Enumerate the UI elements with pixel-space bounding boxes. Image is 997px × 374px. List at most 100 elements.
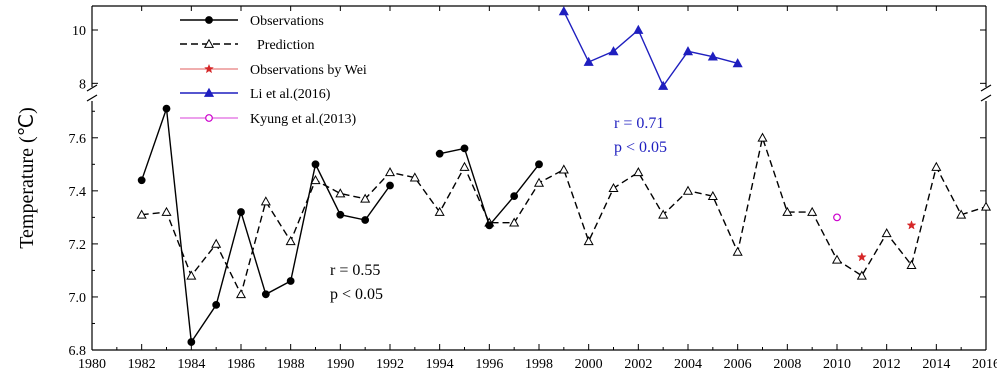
legend-label: Prediction [257,38,315,53]
legend-label: Kyung et al.(2013) [250,112,356,127]
prediction-point [136,209,147,219]
legend-observations-marker [205,16,213,24]
prediction-point [881,228,892,238]
y-tick-label: 8 [79,77,86,92]
prediction-point [807,206,818,216]
prediction-point [782,206,793,216]
prediction-point [186,270,197,280]
observations-point [237,208,245,216]
prediction-point [285,236,296,246]
prediction-point [434,206,445,216]
observations-line [141,108,391,344]
li-2016-point [633,24,644,34]
y-tick-label: 7.2 [69,238,87,253]
annotations: r = 0.55 p < 0.05 r = 0.71 p < 0.05 [330,115,667,303]
prediction-point [558,164,569,174]
observations-point [187,338,196,346]
observations-point [212,301,221,309]
prediction-point [980,201,992,211]
prediction-point [161,206,172,216]
li-2016-point [732,58,743,68]
li-2016-point [682,46,694,56]
y-tick-label: 7.0 [69,291,87,306]
x-tick-label: 1998 [525,357,553,372]
observations-point [286,277,295,285]
prediction-point [732,246,743,256]
observations-point [460,144,469,153]
correlation-annotation-r: r = 0.55 [330,262,380,279]
observations-point [386,181,394,190]
prediction-point [459,161,470,171]
legend-label: Li et al.(2016) [250,87,331,102]
y-tick-label: 7.4 [69,185,87,200]
prediction-point [533,177,545,187]
li-2016-point [583,56,594,66]
wei-observation-point [906,220,917,230]
legend-label: Observations by Wei [250,63,367,78]
prediction-point [608,182,619,193]
prediction-point [335,188,346,198]
legend-prediction-marker [203,38,215,48]
prediction-point [956,209,967,219]
x-tick-label: 1982 [128,357,156,372]
li-2016-point [558,6,569,16]
legend-label: Observations [250,14,324,29]
axis-break-mark-left-1 [86,84,98,92]
correlation-annotation-r: r = 0.71 [614,115,664,132]
x-tick-label: 2002 [624,357,652,372]
x-tick-label: 2016 [972,357,997,372]
prediction-point [409,172,420,182]
axis-ticks: 1980 1982 1984 1986 1988 1990 1992 1994 1996 1998… [69,6,997,372]
wei-observation-point [856,251,867,262]
prediction-point [757,132,768,142]
li-2016-point [658,80,669,90]
x-tick-label: 1984 [177,357,205,372]
prediction-point [931,161,942,171]
x-tick-label: 1990 [326,357,354,372]
y-axis-label: Temperature (℃) [16,107,38,249]
observations-point [485,221,494,230]
prediction-point [707,190,718,201]
observations-point [137,176,146,185]
li-2016-point [608,46,619,56]
y-tick-label: 10 [72,24,86,39]
observations-point [162,104,171,113]
x-tick-label: 1980 [78,357,106,372]
axis-break-mark-right-2 [980,94,992,102]
legend-kyung-marker [205,114,213,122]
prediction-point [682,185,694,195]
observations-point [510,192,519,201]
y-tick-label: 6.8 [69,344,87,359]
prediction-point [906,259,917,269]
prediction-point [235,289,247,299]
prediction-point [211,238,222,248]
x-tick-label: 1988 [277,357,305,372]
correlation-annotation-p: p < 0.05 [330,286,383,303]
observations-point [535,160,543,169]
li-2016-line [563,10,738,88]
observations-point [261,290,270,299]
prediction-point [633,167,644,177]
legend-wei-marker [204,63,214,74]
x-tick-label: 1992 [376,357,404,372]
observations-point [435,149,444,158]
correlation-annotation-p: p < 0.05 [614,139,667,156]
prediction-point [310,175,321,185]
axis-break-mark-left-2 [86,94,98,102]
observations-point [361,216,370,224]
prediction-point [856,270,867,280]
x-tick-label: 1996 [475,357,503,372]
legend-li-marker [203,87,215,97]
prediction-point [260,196,271,206]
prediction-point [360,193,371,203]
x-tick-label: 2000 [575,357,603,372]
prediction-line [141,135,987,297]
li-2016-point [707,51,718,61]
x-tick-label: 2008 [773,357,801,372]
x-tick-label: 2004 [674,357,702,372]
prediction-point [831,254,843,264]
kyung-2013-point [833,213,841,222]
legend: Observations Prediction Observations by We… [180,14,367,127]
x-tick-label: 1986 [227,357,255,372]
